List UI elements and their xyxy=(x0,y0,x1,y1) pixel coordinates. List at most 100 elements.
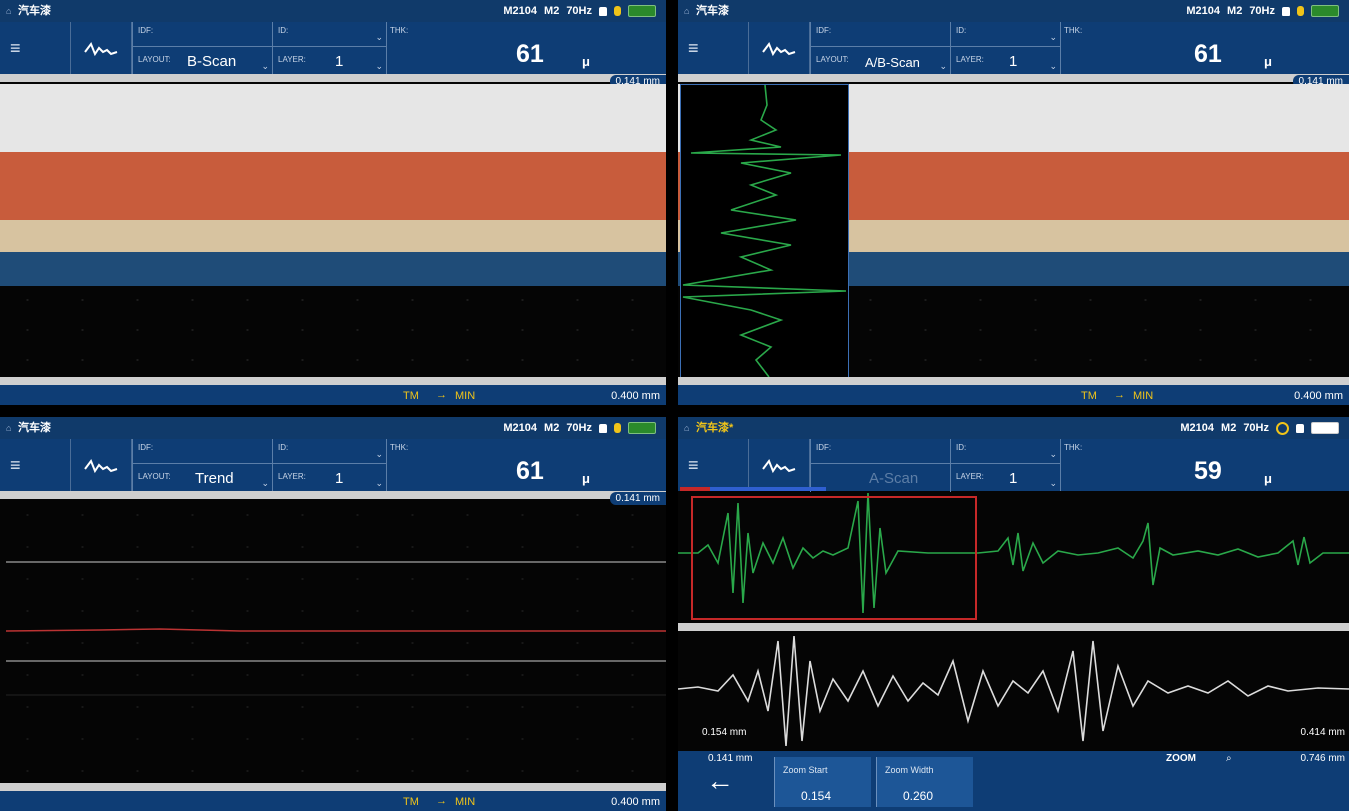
frequency: 70Hz xyxy=(1249,5,1275,17)
plug-icon xyxy=(614,6,621,16)
thk-label: THK: xyxy=(390,26,409,35)
thickness-unit: μ xyxy=(1264,471,1272,486)
scale-right-label: 0.746 mm xyxy=(1300,753,1345,764)
ascan-plot xyxy=(680,84,849,378)
zoom-start-label: Zoom Start xyxy=(783,765,828,775)
frequency: 70Hz xyxy=(566,5,592,17)
arrow-right-icon: → xyxy=(436,389,447,401)
panel-ascan-zoom: ⌂ 汽车漆* M2104 M2 70Hz ≡ IDF: ID: ⌄ A-Scan… xyxy=(678,417,1349,811)
header: ≡ IDF: ID: ⌄ LAYOUT: B-Scan ⌄ LAYER: 1 ⌄… xyxy=(0,22,666,75)
waveform-icon[interactable] xyxy=(70,22,132,74)
tm-label: TM xyxy=(1081,390,1097,402)
arrow-right-icon: → xyxy=(1114,389,1125,401)
menu-icon[interactable]: ≡ xyxy=(688,38,699,58)
bottom-scale-label: 0.400 mm xyxy=(611,796,660,808)
chevron-down-icon[interactable]: ⌄ xyxy=(1049,32,1057,42)
zoom-selection-box[interactable] xyxy=(691,496,977,620)
layer-select[interactable]: LAYER: 1 ⌄ xyxy=(272,46,387,75)
chevron-down-icon[interactable]: ⌄ xyxy=(375,32,383,42)
layer-label: LAYER: xyxy=(278,55,306,64)
zoom-right-label: 0.414 mm xyxy=(1300,727,1345,738)
layout-select: A-Scan xyxy=(810,463,951,492)
chevron-down-icon: ⌄ xyxy=(375,478,383,488)
layer-orange xyxy=(0,152,666,220)
frequency: 70Hz xyxy=(1243,422,1269,434)
frequency: 70Hz xyxy=(566,422,592,434)
plug-icon xyxy=(614,423,621,433)
chevron-down-icon: ⌄ xyxy=(939,61,947,71)
bottom-scale[interactable] xyxy=(0,783,666,791)
layout-value: A/B-Scan xyxy=(865,55,920,70)
idf-label: IDF: xyxy=(138,443,154,452)
layout-select[interactable]: LAYOUT: B-Scan ⌄ xyxy=(132,46,273,75)
layout-value: B-Scan xyxy=(187,53,237,70)
bottom-bar: TM → MIN 0.400 mm xyxy=(0,385,666,405)
plug-icon xyxy=(1297,6,1304,16)
battery-icon xyxy=(628,5,656,17)
bottom-bar: TM → MIN 0.400 mm xyxy=(678,385,1349,405)
waveform-icon[interactable] xyxy=(748,439,810,491)
back-arrow-icon[interactable]: ← xyxy=(706,765,734,796)
ascan-zoom-waveform xyxy=(678,635,1349,747)
lock-icon xyxy=(599,423,607,433)
layout-select[interactable]: LAYOUT: A/B-Scan ⌄ xyxy=(810,46,951,75)
ascan-zoom-plot xyxy=(678,635,1349,747)
bottom-scale-label: 0.400 mm xyxy=(1294,390,1343,402)
title-bar: ⌂ 汽车漆* M2104 M2 70Hz xyxy=(678,417,1349,439)
thk-label: THK: xyxy=(1064,26,1083,35)
zoom-start-box[interactable]: Zoom Start 0.154 xyxy=(774,757,871,807)
thickness-unit: μ xyxy=(1264,54,1272,69)
header: ≡ IDF: ID: ⌄ LAYOUT: A/B-Scan ⌄ LAYER: 1… xyxy=(678,22,1349,75)
zoom-start-value: 0.154 xyxy=(801,789,832,803)
layout-label: LAYOUT: xyxy=(138,472,171,481)
layer-select[interactable]: LAYER: 1 ⌄ xyxy=(950,463,1061,492)
chevron-down-icon: ⌄ xyxy=(261,61,269,71)
model: M2104 xyxy=(1186,5,1221,17)
waveform-icon[interactable] xyxy=(70,439,132,491)
chevron-down-icon[interactable]: ⌄ xyxy=(1049,449,1057,459)
menu-icon[interactable]: ≡ xyxy=(688,455,699,475)
thickness-unit: μ xyxy=(582,54,590,69)
zoom-range-bar[interactable] xyxy=(680,487,826,491)
panel-bscan: ⌂ 汽车漆 M2104 M2 70Hz ≡ IDF: ID: ⌄ LAYOUT:… xyxy=(0,0,666,405)
layer-label: LAYER: xyxy=(278,472,306,481)
layer-select[interactable]: LAYER: 1 ⌄ xyxy=(950,46,1061,75)
top-scale[interactable] xyxy=(0,74,666,82)
min-label: MIN xyxy=(455,390,476,402)
home-icon: ⌂ xyxy=(684,6,690,16)
bottom-scale[interactable] xyxy=(678,377,1349,385)
menu-icon[interactable]: ≡ xyxy=(10,455,21,475)
status-bar: M2104 M2 70Hz xyxy=(503,0,656,22)
id-label: ID: xyxy=(278,26,289,35)
zoom-range-marker[interactable] xyxy=(680,487,710,491)
zoom-width-box[interactable]: Zoom Width 0.260 xyxy=(876,757,973,807)
thickness-unit: μ xyxy=(582,471,590,486)
app-title: 汽车漆* xyxy=(696,422,734,434)
layer-select[interactable]: LAYER: 1 ⌄ xyxy=(272,463,387,492)
waveform-icon[interactable] xyxy=(748,22,810,74)
home-icon: ⌂ xyxy=(6,6,12,16)
top-scale[interactable] xyxy=(0,491,666,499)
layer-label: LAYER: xyxy=(956,472,984,481)
layer-beige xyxy=(0,220,666,252)
ascan-waveform xyxy=(682,84,847,378)
title-bar: ⌂ 汽车漆 M2104 M2 70Hz xyxy=(0,417,666,439)
id-label: ID: xyxy=(956,443,967,452)
zoom-left-label: 0.154 mm xyxy=(702,727,747,738)
magnifier-icon[interactable]: ⌕ xyxy=(1226,753,1232,764)
title-bar: ⌂ 汽车漆 M2104 M2 70Hz xyxy=(678,0,1349,22)
status-bar: M2104 M2 70Hz xyxy=(503,417,656,439)
bottom-scale[interactable] xyxy=(0,377,666,385)
chevron-down-icon: ⌄ xyxy=(1049,478,1057,488)
layer-value: 1 xyxy=(1009,53,1018,70)
title-bar: ⌂ 汽车漆 M2104 M2 70Hz xyxy=(0,0,666,22)
menu-icon[interactable]: ≡ xyxy=(10,38,21,58)
layout-select[interactable]: LAYOUT: Trend ⌄ xyxy=(132,463,273,492)
layout-value: A-Scan xyxy=(869,470,919,487)
top-scale[interactable] xyxy=(678,74,1349,82)
mid-scale[interactable] xyxy=(678,623,1349,631)
trend-line-red xyxy=(5,628,666,632)
chevron-down-icon[interactable]: ⌄ xyxy=(375,449,383,459)
layout-label: LAYOUT: xyxy=(138,55,171,64)
thickness-value: 59 xyxy=(1194,457,1222,485)
